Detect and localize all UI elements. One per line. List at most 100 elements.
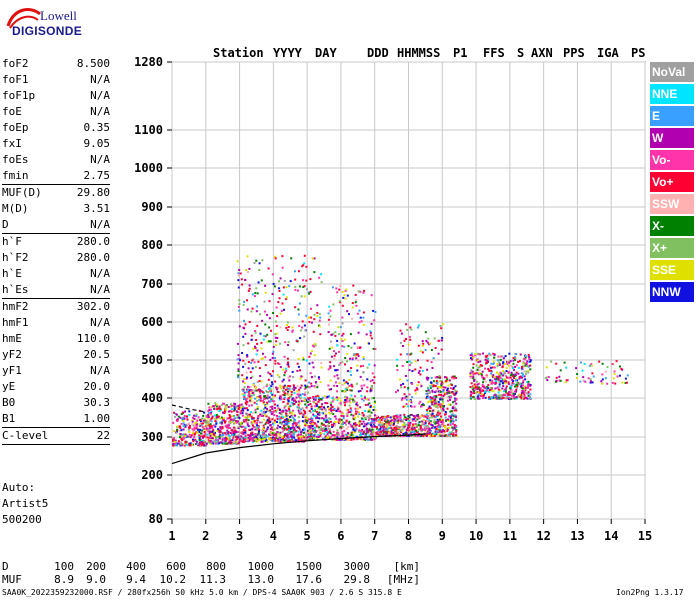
echo-point: [426, 359, 429, 362]
echo-point: [252, 426, 255, 428]
echo-point: [314, 405, 317, 408]
echo-point: [244, 323, 247, 326]
echo-point: [476, 359, 479, 362]
echo-point: [368, 416, 370, 419]
echo-point: [258, 429, 261, 432]
echo-point: [349, 370, 352, 373]
echo-point: [284, 384, 286, 387]
echo-point: [215, 405, 218, 408]
echo-point: [176, 418, 179, 421]
echo-point: [291, 329, 294, 332]
echo-point: [439, 407, 442, 410]
echo-point: [529, 388, 532, 391]
echo-point: [486, 354, 489, 357]
echo-point: [207, 420, 210, 423]
param-value: 20.5: [83, 348, 111, 361]
echo-point: [277, 424, 280, 427]
echo-point: [441, 419, 444, 422]
echo-point: [246, 409, 249, 412]
echo-point: [329, 432, 332, 435]
echo-point: [242, 409, 245, 412]
echo-point: [346, 360, 349, 363]
echo-point: [281, 436, 284, 438]
echo-point: [244, 437, 247, 439]
echo-point: [424, 426, 427, 429]
header-label-0: Station: [213, 46, 264, 60]
echo-point: [318, 396, 320, 399]
echo-point: [208, 425, 211, 428]
echo-point: [339, 435, 342, 438]
echo-point: [509, 360, 512, 363]
echo-point: [320, 366, 323, 369]
echo-point: [527, 391, 530, 394]
echo-point: [331, 423, 333, 426]
param-name: MUF(D): [2, 186, 42, 199]
echo-point: [266, 402, 269, 405]
echo-point: [271, 352, 274, 355]
param-mufd: MUF(D) 29.80: [2, 185, 110, 201]
echo-point: [273, 421, 276, 424]
echo-point: [274, 394, 276, 397]
echo-point: [527, 380, 530, 383]
echo-point: [479, 353, 482, 356]
echo-point: [378, 429, 381, 431]
echo-point: [488, 365, 491, 368]
drow-cell-4: 600: [166, 560, 186, 573]
echo-point: [207, 430, 210, 433]
echo-point: [440, 327, 443, 330]
echo-point: [394, 414, 397, 417]
param-value: N/A: [90, 105, 110, 118]
echo-point: [274, 380, 277, 383]
echo-point: [264, 323, 267, 326]
echo-point: [283, 374, 286, 377]
echo-point: [507, 376, 510, 379]
echo-point: [294, 414, 296, 417]
echo-point: [275, 388, 278, 391]
echo-point: [235, 410, 238, 413]
echo-point: [474, 372, 477, 375]
echo-point: [301, 435, 304, 438]
echo-point: [411, 382, 414, 385]
echo-point: [182, 420, 185, 422]
echo-point: [212, 430, 215, 433]
echo-point: [264, 335, 267, 338]
echo-point: [211, 415, 214, 418]
echo-point: [512, 380, 515, 382]
echo-point: [299, 386, 302, 389]
echo-point: [446, 379, 449, 382]
echo-point: [305, 314, 308, 317]
echo-point: [280, 440, 283, 443]
echo-point: [186, 415, 188, 418]
echo-point: [277, 439, 279, 441]
echo-point: [246, 354, 249, 357]
echo-point: [270, 398, 273, 401]
echo-point: [474, 398, 476, 400]
echo-point: [266, 383, 268, 386]
param-value: 30.3: [83, 396, 111, 409]
echo-point: [385, 425, 388, 428]
echo-point: [355, 353, 358, 356]
echo-point: [443, 430, 446, 433]
echo-point: [312, 330, 315, 333]
echo-point: [237, 408, 240, 410]
echo-point: [246, 388, 248, 391]
echo-point: [357, 359, 360, 362]
param-divider: [2, 233, 110, 234]
echo-point: [246, 308, 249, 311]
echo-point: [497, 372, 500, 375]
echo-point: [405, 323, 408, 326]
echo-point: [491, 381, 494, 384]
echo-point: [262, 386, 265, 389]
echo-point: [407, 424, 410, 427]
echo-point: [399, 341, 402, 344]
param-hmf1: hmF1 N/A: [2, 315, 110, 331]
echo-point: [297, 308, 300, 311]
echo-point: [201, 442, 204, 445]
echo-point: [303, 427, 306, 430]
echo-point: [281, 440, 284, 443]
echo-point: [350, 383, 353, 386]
footer-version: Ion2Png 1.3.17: [616, 588, 684, 597]
echo-point: [372, 409, 375, 411]
echo-point: [426, 341, 429, 344]
echo-point: [395, 391, 397, 394]
